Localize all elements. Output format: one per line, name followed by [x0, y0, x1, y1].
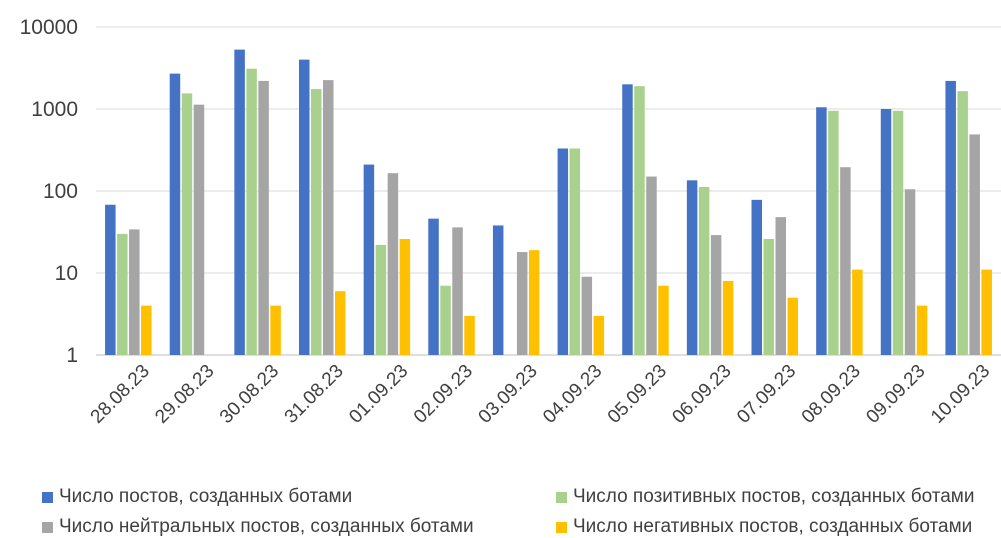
bar	[234, 49, 245, 356]
x-tick-label: 05.09.23	[604, 361, 671, 428]
y-tick-label: 1000	[31, 98, 78, 121]
x-tick-label: 28.08.23	[87, 361, 154, 428]
bar	[751, 199, 762, 355]
bar	[957, 91, 968, 355]
bar	[775, 217, 786, 355]
bar	[698, 186, 710, 355]
y-tick-label: 10000	[20, 16, 78, 39]
bar	[193, 104, 205, 355]
bar	[646, 176, 657, 355]
bar	[892, 110, 904, 356]
bar	[569, 148, 581, 355]
x-tick-label: 31.08.23	[281, 361, 348, 428]
bar	[658, 285, 669, 355]
bar	[969, 134, 980, 355]
bar	[581, 276, 593, 355]
bar	[258, 80, 269, 356]
bar	[299, 59, 310, 356]
bar	[270, 305, 281, 355]
bar	[181, 93, 193, 356]
bar	[335, 291, 346, 355]
bar	[169, 73, 181, 355]
bar	[557, 148, 569, 355]
bars	[105, 49, 992, 356]
bar	[763, 238, 774, 355]
x-tick-label: 09.09.23	[862, 361, 929, 428]
bar	[622, 84, 633, 355]
bar	[440, 285, 451, 355]
bar	[686, 180, 698, 355]
bar	[375, 244, 387, 355]
bar	[311, 89, 322, 356]
bar	[117, 233, 128, 355]
bar	[246, 68, 257, 355]
bar	[492, 225, 504, 355]
bar	[916, 305, 928, 355]
x-tick-label: 30.08.23	[216, 361, 283, 428]
y-tick-label: 100	[43, 180, 78, 203]
x-tick-label: 02.09.23	[410, 361, 477, 428]
bar	[387, 173, 399, 355]
x-tick-label: 06.09.23	[668, 361, 735, 428]
x-tick-label: 10.09.23	[927, 361, 994, 428]
bar	[787, 297, 798, 355]
bar	[452, 227, 463, 355]
bar	[722, 280, 734, 355]
bar	[945, 80, 956, 356]
bar	[634, 86, 645, 355]
y-axis-tick-labels: 1 10 100 1000 10000	[20, 16, 78, 367]
bar	[852, 269, 863, 355]
bar	[464, 315, 475, 355]
bar	[593, 315, 605, 355]
bar	[904, 189, 916, 355]
x-tick-label: 03.09.23	[475, 361, 542, 428]
y-tick-label: 1	[66, 344, 78, 367]
x-tick-label: 08.09.23	[798, 361, 865, 428]
x-tick-label: 07.09.23	[733, 361, 800, 428]
bar	[710, 235, 722, 355]
y-tick-label: 10	[55, 262, 78, 285]
bar	[399, 238, 411, 355]
bar	[428, 218, 439, 355]
bar	[105, 204, 116, 355]
gridlines	[96, 26, 1001, 356]
bar	[840, 167, 851, 355]
bar	[880, 109, 892, 355]
x-axis-tick-labels: 28.08.2329.08.2330.08.2331.08.2301.09.23…	[87, 361, 995, 428]
bar	[981, 269, 992, 355]
bar	[129, 229, 140, 355]
bar	[528, 250, 540, 355]
bar	[141, 305, 152, 355]
x-tick-label: 29.08.23	[151, 361, 218, 428]
x-tick-label: 04.09.23	[539, 361, 606, 428]
bar	[516, 252, 528, 355]
bar	[323, 80, 334, 355]
x-tick-label: 01.09.23	[345, 361, 412, 428]
bar	[828, 110, 839, 356]
bar	[816, 107, 827, 355]
bar	[363, 164, 375, 355]
